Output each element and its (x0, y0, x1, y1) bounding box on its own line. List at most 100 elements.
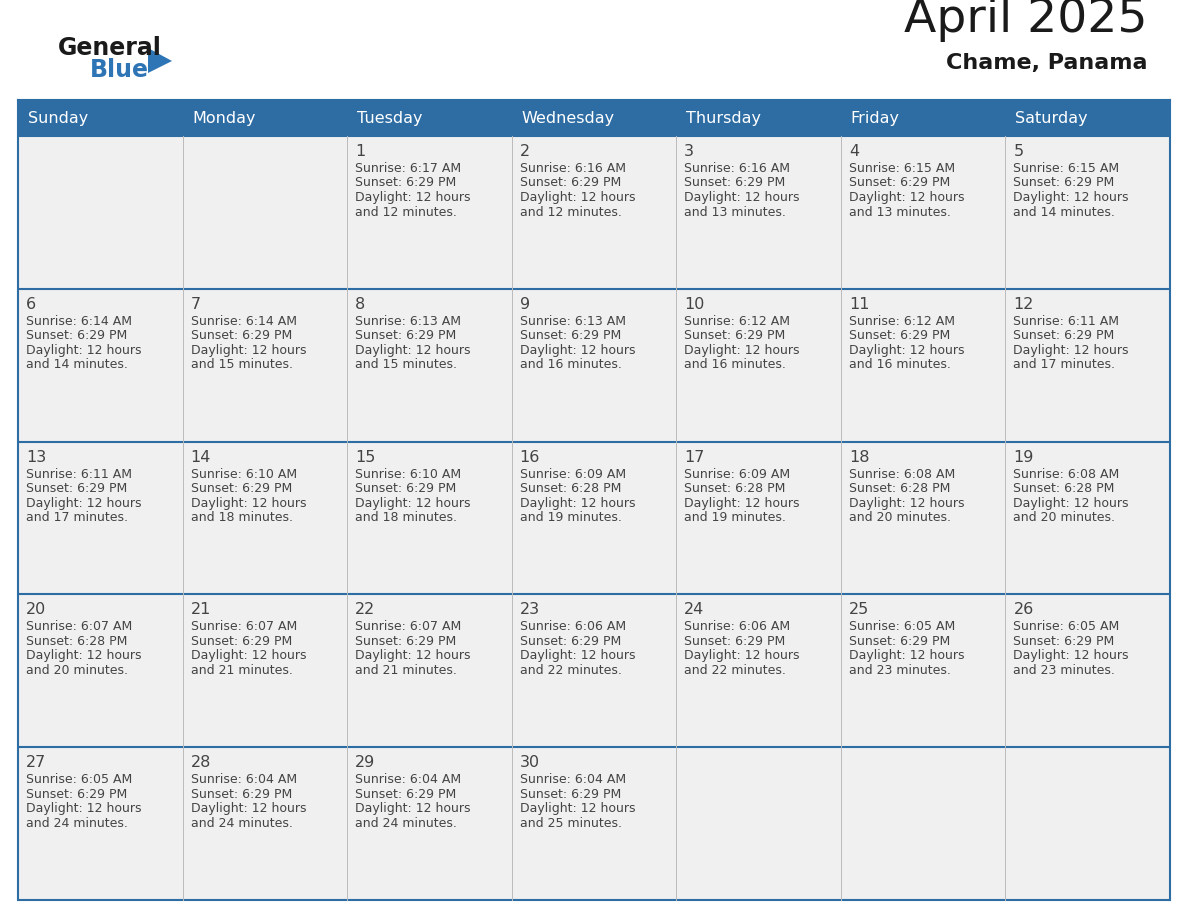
Text: Daylight: 12 hours: Daylight: 12 hours (26, 497, 141, 509)
Text: and 23 minutes.: and 23 minutes. (1013, 664, 1116, 677)
Text: and 17 minutes.: and 17 minutes. (1013, 358, 1116, 371)
Text: Sunset: 6:28 PM: Sunset: 6:28 PM (1013, 482, 1114, 495)
Text: 1: 1 (355, 144, 366, 159)
Text: Daylight: 12 hours: Daylight: 12 hours (1013, 344, 1129, 357)
Text: and 13 minutes.: and 13 minutes. (684, 206, 786, 218)
Text: Sunset: 6:29 PM: Sunset: 6:29 PM (190, 635, 292, 648)
Text: Sunrise: 6:13 AM: Sunrise: 6:13 AM (355, 315, 461, 328)
Text: 19: 19 (1013, 450, 1034, 465)
Text: Daylight: 12 hours: Daylight: 12 hours (849, 649, 965, 663)
Text: Sunrise: 6:14 AM: Sunrise: 6:14 AM (190, 315, 297, 328)
Text: Daylight: 12 hours: Daylight: 12 hours (1013, 497, 1129, 509)
Text: and 15 minutes.: and 15 minutes. (355, 358, 457, 371)
Text: 17: 17 (684, 450, 704, 465)
Text: 3: 3 (684, 144, 694, 159)
Text: Sunset: 6:29 PM: Sunset: 6:29 PM (684, 330, 785, 342)
Text: Daylight: 12 hours: Daylight: 12 hours (1013, 649, 1129, 663)
Text: Daylight: 12 hours: Daylight: 12 hours (849, 191, 965, 204)
Text: Sunset: 6:29 PM: Sunset: 6:29 PM (355, 176, 456, 189)
Text: and 22 minutes.: and 22 minutes. (684, 664, 786, 677)
Text: 13: 13 (26, 450, 46, 465)
Text: 26: 26 (1013, 602, 1034, 618)
Text: Sunset: 6:29 PM: Sunset: 6:29 PM (355, 482, 456, 495)
Text: 29: 29 (355, 756, 375, 770)
Text: 10: 10 (684, 297, 704, 312)
Text: Daylight: 12 hours: Daylight: 12 hours (684, 344, 800, 357)
Text: Friday: Friday (851, 110, 899, 126)
Text: and 14 minutes.: and 14 minutes. (1013, 206, 1116, 218)
Text: Daylight: 12 hours: Daylight: 12 hours (26, 344, 141, 357)
Text: Sunrise: 6:10 AM: Sunrise: 6:10 AM (355, 467, 461, 481)
Text: Sunday: Sunday (29, 110, 88, 126)
Text: and 15 minutes.: and 15 minutes. (190, 358, 292, 371)
Text: 6: 6 (26, 297, 36, 312)
Bar (18, 747, 1170, 900)
Text: Sunrise: 6:15 AM: Sunrise: 6:15 AM (849, 162, 955, 175)
Text: Sunrise: 6:04 AM: Sunrise: 6:04 AM (519, 773, 626, 786)
Text: and 17 minutes.: and 17 minutes. (26, 511, 128, 524)
Text: Daylight: 12 hours: Daylight: 12 hours (519, 497, 636, 509)
Text: Sunset: 6:28 PM: Sunset: 6:28 PM (26, 635, 127, 648)
Text: Daylight: 12 hours: Daylight: 12 hours (190, 497, 307, 509)
Bar (18, 136, 1170, 289)
Text: 16: 16 (519, 450, 541, 465)
Text: Sunset: 6:29 PM: Sunset: 6:29 PM (1013, 635, 1114, 648)
Text: Sunset: 6:29 PM: Sunset: 6:29 PM (684, 176, 785, 189)
Text: and 22 minutes.: and 22 minutes. (519, 664, 621, 677)
Text: Sunrise: 6:04 AM: Sunrise: 6:04 AM (190, 773, 297, 786)
Text: and 24 minutes.: and 24 minutes. (190, 817, 292, 830)
Text: Sunrise: 6:17 AM: Sunrise: 6:17 AM (355, 162, 461, 175)
Text: and 16 minutes.: and 16 minutes. (849, 358, 950, 371)
Text: and 18 minutes.: and 18 minutes. (190, 511, 292, 524)
Text: 27: 27 (26, 756, 46, 770)
Text: Daylight: 12 hours: Daylight: 12 hours (519, 802, 636, 815)
Text: Sunrise: 6:06 AM: Sunrise: 6:06 AM (519, 621, 626, 633)
Text: Sunset: 6:29 PM: Sunset: 6:29 PM (519, 330, 621, 342)
Text: Sunset: 6:29 PM: Sunset: 6:29 PM (684, 635, 785, 648)
Text: Sunrise: 6:13 AM: Sunrise: 6:13 AM (519, 315, 626, 328)
Text: Saturday: Saturday (1016, 110, 1088, 126)
Bar (18, 100, 1170, 136)
Text: Sunset: 6:29 PM: Sunset: 6:29 PM (1013, 176, 1114, 189)
Text: Sunrise: 6:09 AM: Sunrise: 6:09 AM (684, 467, 790, 481)
Text: and 16 minutes.: and 16 minutes. (519, 358, 621, 371)
Text: Daylight: 12 hours: Daylight: 12 hours (355, 191, 470, 204)
Text: Sunrise: 6:05 AM: Sunrise: 6:05 AM (849, 621, 955, 633)
Text: and 18 minutes.: and 18 minutes. (355, 511, 457, 524)
Text: Sunrise: 6:04 AM: Sunrise: 6:04 AM (355, 773, 461, 786)
Text: Sunrise: 6:10 AM: Sunrise: 6:10 AM (190, 467, 297, 481)
Text: and 21 minutes.: and 21 minutes. (355, 664, 457, 677)
Text: Sunset: 6:29 PM: Sunset: 6:29 PM (26, 330, 127, 342)
Text: Sunset: 6:29 PM: Sunset: 6:29 PM (519, 635, 621, 648)
Text: 4: 4 (849, 144, 859, 159)
Text: Sunrise: 6:16 AM: Sunrise: 6:16 AM (684, 162, 790, 175)
Text: Sunset: 6:29 PM: Sunset: 6:29 PM (190, 788, 292, 800)
Text: Daylight: 12 hours: Daylight: 12 hours (355, 802, 470, 815)
Text: Daylight: 12 hours: Daylight: 12 hours (26, 802, 141, 815)
Text: Sunset: 6:29 PM: Sunset: 6:29 PM (190, 482, 292, 495)
Text: April 2025: April 2025 (904, 0, 1148, 42)
Text: 22: 22 (355, 602, 375, 618)
Text: 25: 25 (849, 602, 870, 618)
Text: 15: 15 (355, 450, 375, 465)
Text: Sunset: 6:28 PM: Sunset: 6:28 PM (849, 482, 950, 495)
Text: Daylight: 12 hours: Daylight: 12 hours (684, 191, 800, 204)
Text: Tuesday: Tuesday (358, 110, 423, 126)
Text: Sunset: 6:29 PM: Sunset: 6:29 PM (849, 176, 950, 189)
Text: Sunrise: 6:05 AM: Sunrise: 6:05 AM (1013, 621, 1119, 633)
Text: and 14 minutes.: and 14 minutes. (26, 358, 128, 371)
Text: Sunset: 6:29 PM: Sunset: 6:29 PM (1013, 330, 1114, 342)
Text: Chame, Panama: Chame, Panama (947, 53, 1148, 73)
Text: Sunset: 6:29 PM: Sunset: 6:29 PM (190, 330, 292, 342)
Text: Wednesday: Wednesday (522, 110, 615, 126)
Text: Sunset: 6:29 PM: Sunset: 6:29 PM (519, 176, 621, 189)
Text: Sunrise: 6:07 AM: Sunrise: 6:07 AM (355, 621, 461, 633)
Text: and 24 minutes.: and 24 minutes. (26, 817, 128, 830)
Bar (18, 289, 1170, 442)
Text: Sunrise: 6:07 AM: Sunrise: 6:07 AM (190, 621, 297, 633)
Text: 7: 7 (190, 297, 201, 312)
Text: Sunset: 6:29 PM: Sunset: 6:29 PM (26, 788, 127, 800)
Text: Daylight: 12 hours: Daylight: 12 hours (519, 344, 636, 357)
Text: 8: 8 (355, 297, 366, 312)
Text: 2: 2 (519, 144, 530, 159)
